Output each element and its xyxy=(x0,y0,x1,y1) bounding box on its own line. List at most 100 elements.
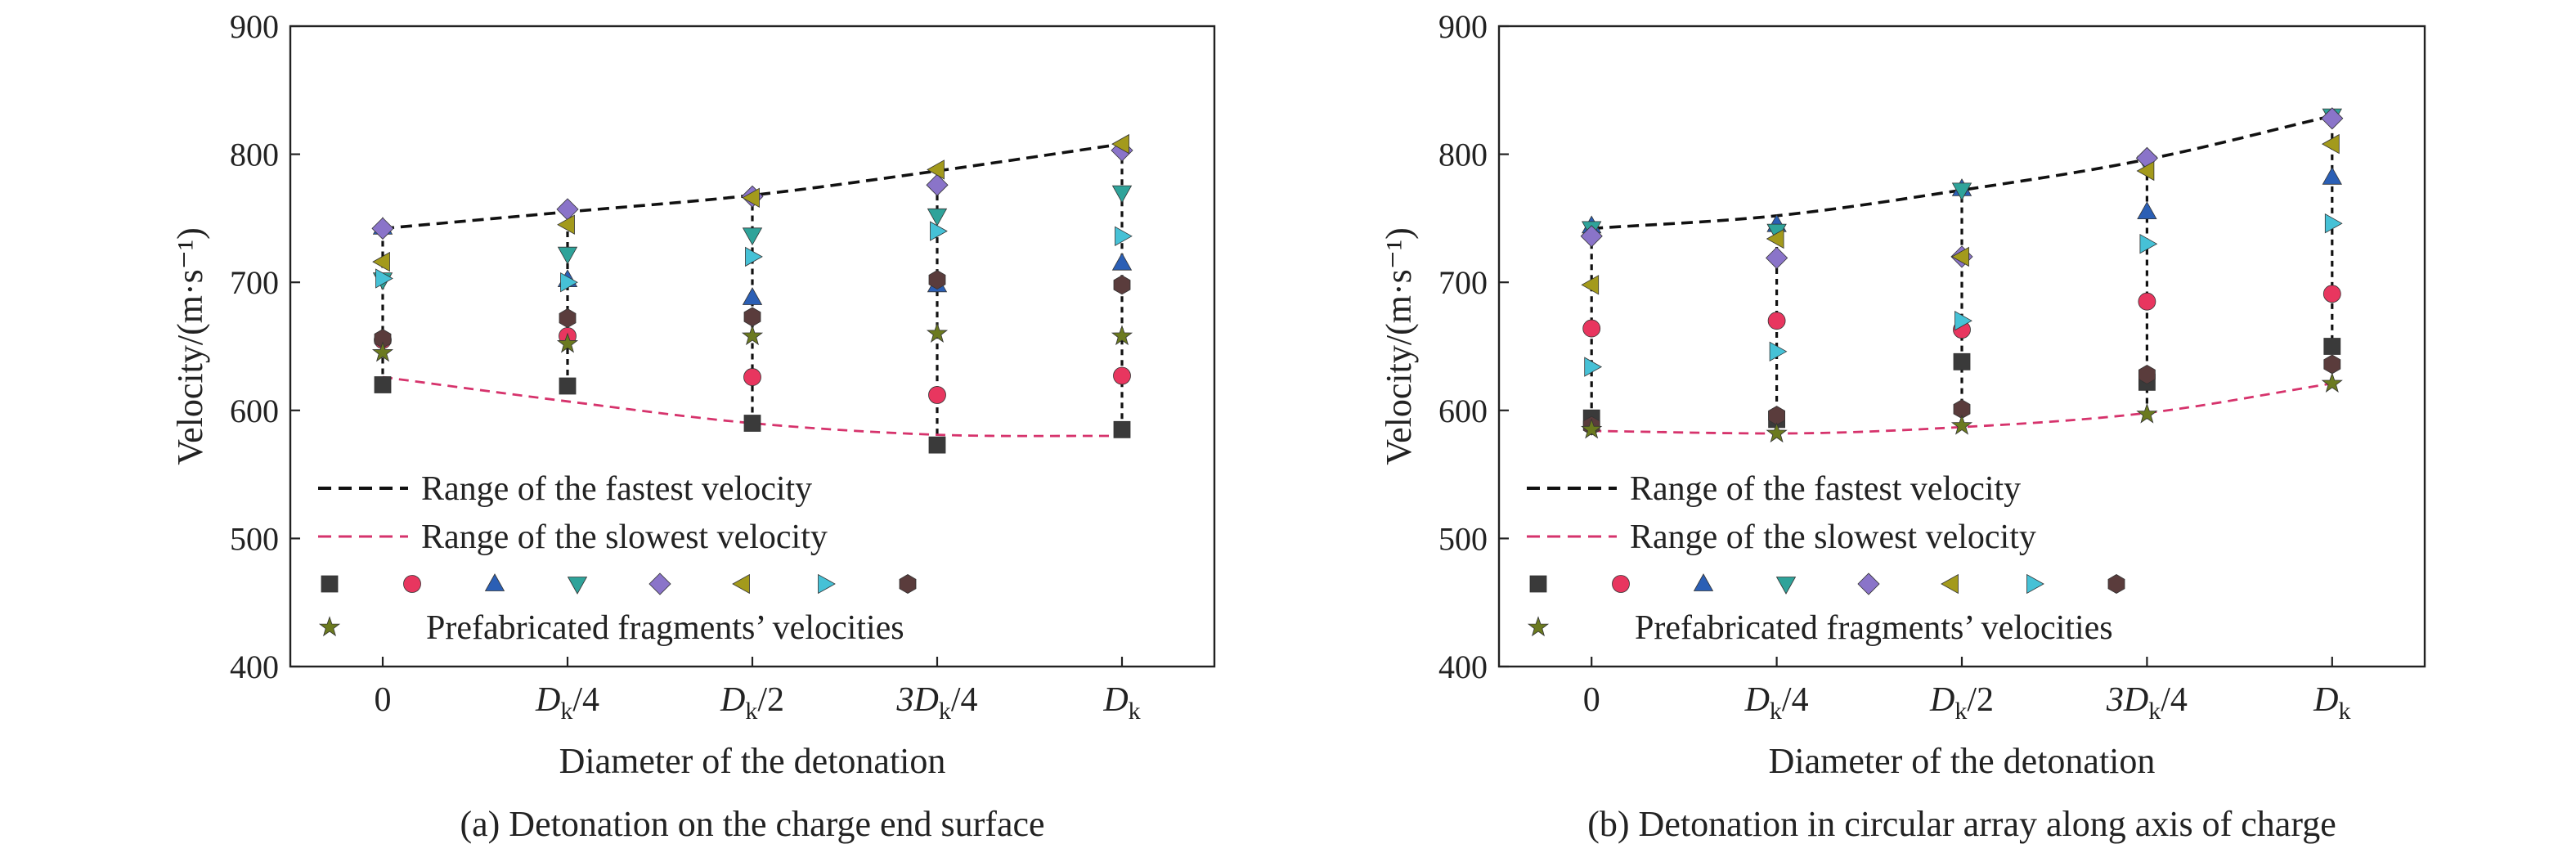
data-point-triangle-up xyxy=(2322,166,2342,185)
x-tick-label-subscript: k xyxy=(2338,698,2350,725)
data-point-triangle-left xyxy=(742,187,760,208)
legend: Range of the fastest velocity Range of th… xyxy=(318,470,917,647)
data-point-square xyxy=(928,436,946,454)
legend-marker-triangle-right xyxy=(818,573,836,595)
data-point-triangle-left xyxy=(1581,275,1600,295)
x-tick-label-subscript: k xyxy=(1770,698,1782,725)
data-point-circle xyxy=(2322,285,2341,303)
x-tick-label-main: D xyxy=(1102,681,1128,719)
legend-fragments-label: Prefabricated fragments’ velocities xyxy=(426,609,904,647)
legend-fastest-label: Range of the fastest velocity xyxy=(421,470,812,508)
data-point-diamond xyxy=(2321,107,2344,130)
data-point-circle xyxy=(1582,319,1601,338)
x-tick-label-subscript: k xyxy=(1129,698,1141,725)
y-tick-label: 500 xyxy=(230,520,279,557)
data-point-triangle-right xyxy=(2139,234,2158,254)
data-point-square xyxy=(374,376,392,393)
data-point-triangle-right xyxy=(1584,357,1603,377)
data-point-triangle-left xyxy=(2136,160,2155,182)
y-tick-label: 900 xyxy=(1438,8,1488,45)
data-point-triangle-down xyxy=(1951,182,1972,201)
data-point-triangle-left xyxy=(1766,228,1784,249)
x-tick-label: 0 xyxy=(375,681,392,719)
data-point-square xyxy=(2323,338,2341,355)
x-tick-label: Dk/4 xyxy=(1744,681,1809,725)
x-tick-label-main: D xyxy=(535,681,560,719)
legend-marker-hexagon xyxy=(2107,574,2125,594)
legend: Range of the fastest velocity Range of th… xyxy=(1527,470,2125,647)
data-point-circle xyxy=(2138,292,2156,311)
x-tick-label-main: D xyxy=(720,681,745,719)
data-point-triangle-down xyxy=(927,208,948,227)
data-point-triangle-right xyxy=(2324,213,2343,234)
x-tick-label-suffix: /2 xyxy=(757,681,784,719)
legend-marker-triangle-right xyxy=(2026,573,2044,595)
data-point-triangle-down xyxy=(1111,185,1133,204)
data-point-star xyxy=(926,322,949,343)
data-point-triangle-left xyxy=(2321,133,2340,155)
legend-marker-triangle-up xyxy=(484,573,505,591)
data-point-triangle-left xyxy=(557,214,575,235)
data-point-hexagon xyxy=(928,270,946,290)
x-tick-label-suffix: /4 xyxy=(2161,681,2188,719)
x-tick-label: Dk xyxy=(1102,681,1140,725)
x-tick-label: Dk/2 xyxy=(1929,681,1994,725)
x-tick-label-main: D xyxy=(1929,681,1954,719)
data-point-triangle-up xyxy=(2137,201,2157,219)
data-point-triangle-down xyxy=(557,246,578,265)
x-tick-label-suffix: /4 xyxy=(1782,681,1809,719)
data-point-circle xyxy=(743,368,761,386)
x-tick-label-subscript: k xyxy=(560,698,572,725)
data-point-diamond xyxy=(1766,246,1788,269)
x-tick-label-subscript: k xyxy=(1954,698,1967,725)
x-axis-label: Diameter of the detonation xyxy=(1769,741,2156,781)
data-point-triangle-left xyxy=(1111,133,1129,155)
x-tick-label-main: 3D xyxy=(2106,681,2148,719)
data-point-star xyxy=(741,325,764,346)
data-point-star xyxy=(556,332,579,353)
legend-fragments-label: Prefabricated fragments’ velocities xyxy=(1635,609,2113,647)
x-tick-label: 3Dk/4 xyxy=(895,681,977,725)
data-point-star xyxy=(2321,372,2343,393)
x-tick-label-main: 0 xyxy=(1583,681,1600,719)
data-point-square xyxy=(1953,352,1971,370)
legend-marker-circle xyxy=(403,575,421,593)
y-tick-label: 900 xyxy=(230,8,279,45)
panel-caption: (a) Detonation on the charge end surface xyxy=(460,804,1044,844)
legend-marker-circle xyxy=(1612,575,1630,593)
y-tick-label: 600 xyxy=(230,393,279,429)
data-point-diamond xyxy=(556,198,579,221)
data-point-triangle-right xyxy=(930,221,948,241)
data-point-star xyxy=(2136,402,2158,424)
x-tick-label-main: D xyxy=(1744,681,1770,719)
legend-marker-star xyxy=(318,616,341,637)
legend-slowest-label: Range of the slowest velocity xyxy=(421,519,828,556)
x-tick-label-suffix: /4 xyxy=(951,681,978,719)
data-point-triangle-right xyxy=(1954,311,1972,331)
data-point-circle xyxy=(1767,312,1786,330)
x-tick-label-main: 0 xyxy=(375,681,392,719)
legend-marker-triangle-up xyxy=(1693,573,1714,591)
x-tick-label-suffix: /4 xyxy=(572,681,599,719)
x-tick-label: Dk/4 xyxy=(535,681,599,725)
data-point-hexagon xyxy=(559,308,577,328)
legend-marker-square xyxy=(321,575,339,593)
y-tick-label: 800 xyxy=(1438,137,1488,173)
x-tick-label-main: D xyxy=(2313,681,2338,719)
x-tick-label: Dk xyxy=(2313,681,2350,725)
data-point-triangle-right xyxy=(745,246,763,267)
data-point-diamond xyxy=(1580,225,1603,248)
legend-marker-hexagon xyxy=(899,574,917,594)
y-tick-label: 500 xyxy=(1438,520,1488,557)
x-tick-label: 3Dk/4 xyxy=(2106,681,2188,725)
data-point-triangle-left xyxy=(1951,246,1969,267)
y-tick-label: 400 xyxy=(1438,649,1488,685)
x-tick-label-main: 3D xyxy=(895,681,938,719)
data-point-hexagon xyxy=(2138,365,2156,384)
data-point-triangle-right xyxy=(1115,226,1133,246)
legend-marker-diamond xyxy=(1857,572,1880,595)
data-point-star xyxy=(1581,418,1603,439)
